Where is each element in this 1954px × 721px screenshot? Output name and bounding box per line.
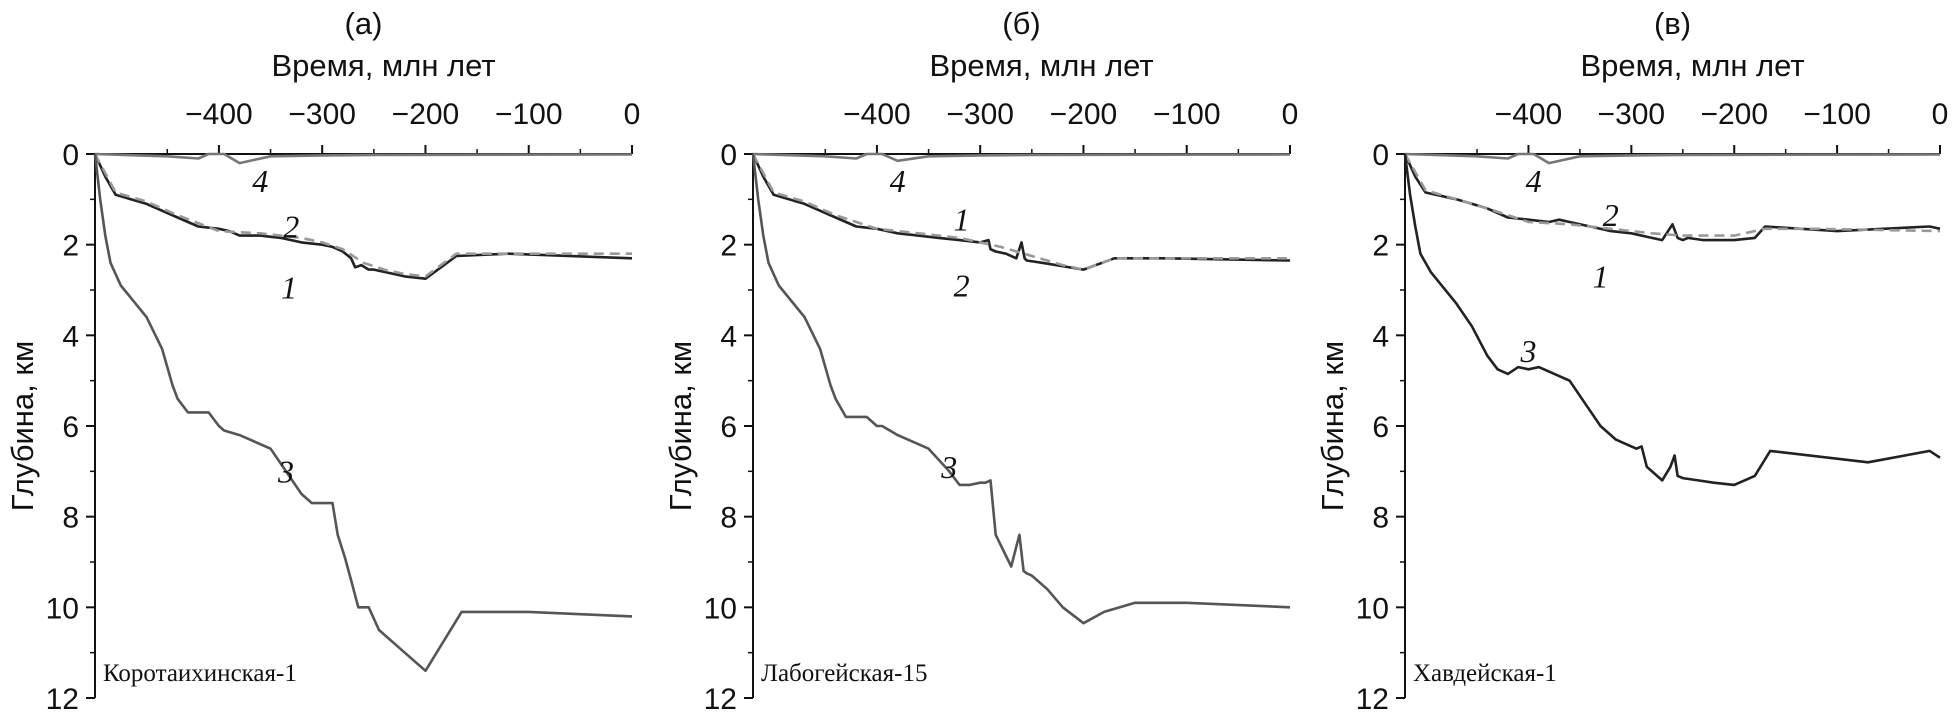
curve-label-2: 2: [283, 209, 299, 245]
y-axis-label: Глубина, км: [663, 341, 698, 512]
series-line-3: [1403, 153, 1941, 487]
y-tick-label: 6: [1372, 411, 1389, 444]
panel-label: (в): [1654, 6, 1691, 41]
y-tick-label: 0: [62, 139, 79, 172]
y-tick-label: 4: [720, 320, 737, 353]
x-tick-label: −300: [288, 98, 356, 131]
series-line-4: [1404, 152, 1941, 165]
panel-label: (б): [1002, 6, 1040, 41]
y-axis-label: Глубина, км: [5, 341, 40, 512]
y-tick-label: 2: [62, 230, 79, 263]
y-tick-label: 12: [1356, 683, 1389, 716]
y-tick-label: 8: [1372, 502, 1389, 535]
curve-label-2: 2: [1603, 197, 1619, 233]
series-line-3: [751, 153, 1291, 625]
x-tick-label: −100: [1153, 98, 1221, 131]
series-line-1: [1403, 153, 1941, 242]
x-tick-label: −100: [495, 98, 563, 131]
series-line-4: [94, 152, 633, 165]
x-axis-label: Время, млн лет: [271, 48, 495, 83]
x-axis-label: Время, млн лет: [929, 48, 1153, 83]
panel-1: (а) Время, млн лет Глубина, км −400 −300 −200…: [5, 6, 640, 716]
curve-label-3: 3: [1519, 333, 1536, 369]
y-tick-label: 10: [46, 592, 79, 625]
y-tick-label: 2: [1372, 230, 1389, 263]
well-name-label: Коротаихинская-1: [103, 660, 297, 687]
curve-label-3: 3: [277, 453, 294, 489]
panel-3: (в) Время, млн лет Глубина, км −400 −300 −200…: [1315, 6, 1948, 716]
y-tick-label: 0: [1372, 139, 1389, 172]
y-tick-label: 4: [1372, 320, 1389, 353]
curve-label-4: 4: [1526, 163, 1542, 199]
panel-label: (а): [345, 6, 383, 41]
x-tick-label: −200: [1700, 98, 1768, 131]
x-tick-label: −400: [1495, 98, 1563, 131]
y-tick-label: 0: [720, 139, 737, 172]
curve-label-1: 1: [954, 202, 970, 238]
well-name-label: Хавдейская-1: [1413, 660, 1557, 687]
y-tick-label: 4: [62, 320, 79, 353]
series-line-2: [93, 153, 632, 278]
y-tick-label: 12: [704, 683, 737, 716]
series-line-1: [751, 153, 1291, 271]
y-tick-label: 8: [720, 502, 737, 535]
y-tick-label: 6: [720, 411, 737, 444]
y-tick-label: 8: [62, 502, 79, 535]
x-tick-label: −400: [843, 98, 911, 131]
curve-label-2: 2: [954, 267, 970, 303]
curve-label-4: 4: [252, 163, 268, 199]
x-tick-label: −300: [1598, 98, 1666, 131]
series-line-2: [751, 153, 1290, 271]
y-tick-label: 2: [720, 230, 737, 263]
y-tick-label: 6: [62, 411, 79, 444]
y-tick-label: 10: [704, 592, 737, 625]
series-line-4: [752, 152, 1291, 163]
x-tick-label: −200: [392, 98, 460, 131]
x-axis-label: Время, млн лет: [1580, 48, 1804, 83]
y-tick-label: 12: [46, 683, 79, 716]
series-line-1: [93, 153, 633, 281]
curve-label-4: 4: [890, 163, 906, 199]
x-tick-label: −300: [946, 98, 1014, 131]
panel-2: (б) Время, млн лет Глубина, км −400 −300 −200…: [663, 6, 1298, 716]
well-name-label: Лабогейская-15: [761, 660, 927, 687]
y-axis-label: Глубина, км: [1315, 341, 1350, 512]
x-tick-label: −200: [1050, 98, 1118, 131]
x-tick-label: 0: [624, 98, 641, 131]
x-tick-label: −100: [1803, 98, 1871, 131]
curve-label-3: 3: [940, 449, 957, 485]
series-line-3: [93, 153, 633, 673]
x-tick-label: 0: [1932, 98, 1949, 131]
x-tick-label: 0: [1282, 98, 1299, 131]
y-tick-label: 10: [1356, 592, 1389, 625]
curve-label-1: 1: [1592, 258, 1608, 294]
curve-label-1: 1: [281, 270, 297, 306]
x-tick-label: −400: [185, 98, 253, 131]
